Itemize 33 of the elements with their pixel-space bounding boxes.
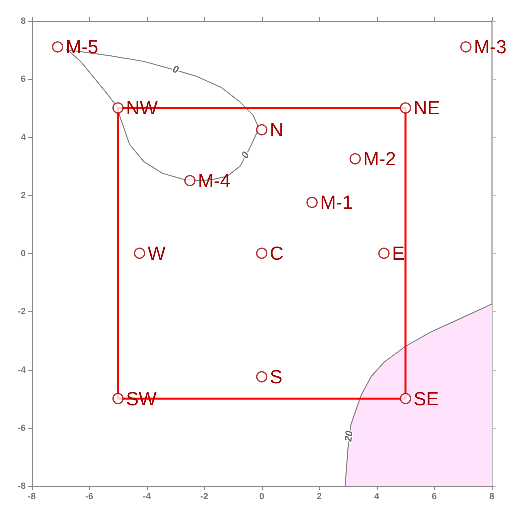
annotation: E xyxy=(392,244,405,265)
x-tick-label: 2 xyxy=(316,492,322,502)
annotation: N xyxy=(270,120,284,142)
y-tick-label: 6 xyxy=(20,74,26,84)
x-tick-label: 6 xyxy=(432,492,438,502)
annotation: 0 xyxy=(240,150,253,161)
y-tick-label: 0 xyxy=(20,248,26,258)
y-tick-label: -2 xyxy=(18,306,26,317)
annotation: 0 xyxy=(172,64,180,77)
y-tick-label: 8 xyxy=(20,16,26,26)
annotation: M-1 xyxy=(320,193,354,214)
annotation: M-2 xyxy=(363,150,396,171)
x-tick-label: 8 xyxy=(489,492,495,502)
annotation: M-5 xyxy=(66,38,99,59)
y-tick-label: -6 xyxy=(18,422,26,433)
annotation: C xyxy=(270,244,284,265)
x-tick-label: -4 xyxy=(142,492,152,502)
x-tick-label: -2 xyxy=(200,492,209,502)
annotation: SE xyxy=(414,389,440,410)
y-tick-label: -8 xyxy=(18,481,26,491)
annotation: 20 xyxy=(343,430,356,444)
annotation: W xyxy=(148,244,166,265)
x-tick-label: -6 xyxy=(85,492,94,502)
y-tick-label: 2 xyxy=(20,190,26,200)
annotation: NE xyxy=(414,98,440,120)
annotation: M-3 xyxy=(474,38,507,59)
annotation: S xyxy=(270,368,283,389)
annotation: M-4 xyxy=(198,171,232,192)
y-tick-label: -4 xyxy=(18,364,26,375)
x-tick-label: -8 xyxy=(28,492,36,502)
x-tick-label: 4 xyxy=(374,492,380,502)
x-tick-label: 0 xyxy=(259,492,265,502)
y-tick-label: 4 xyxy=(20,132,26,142)
